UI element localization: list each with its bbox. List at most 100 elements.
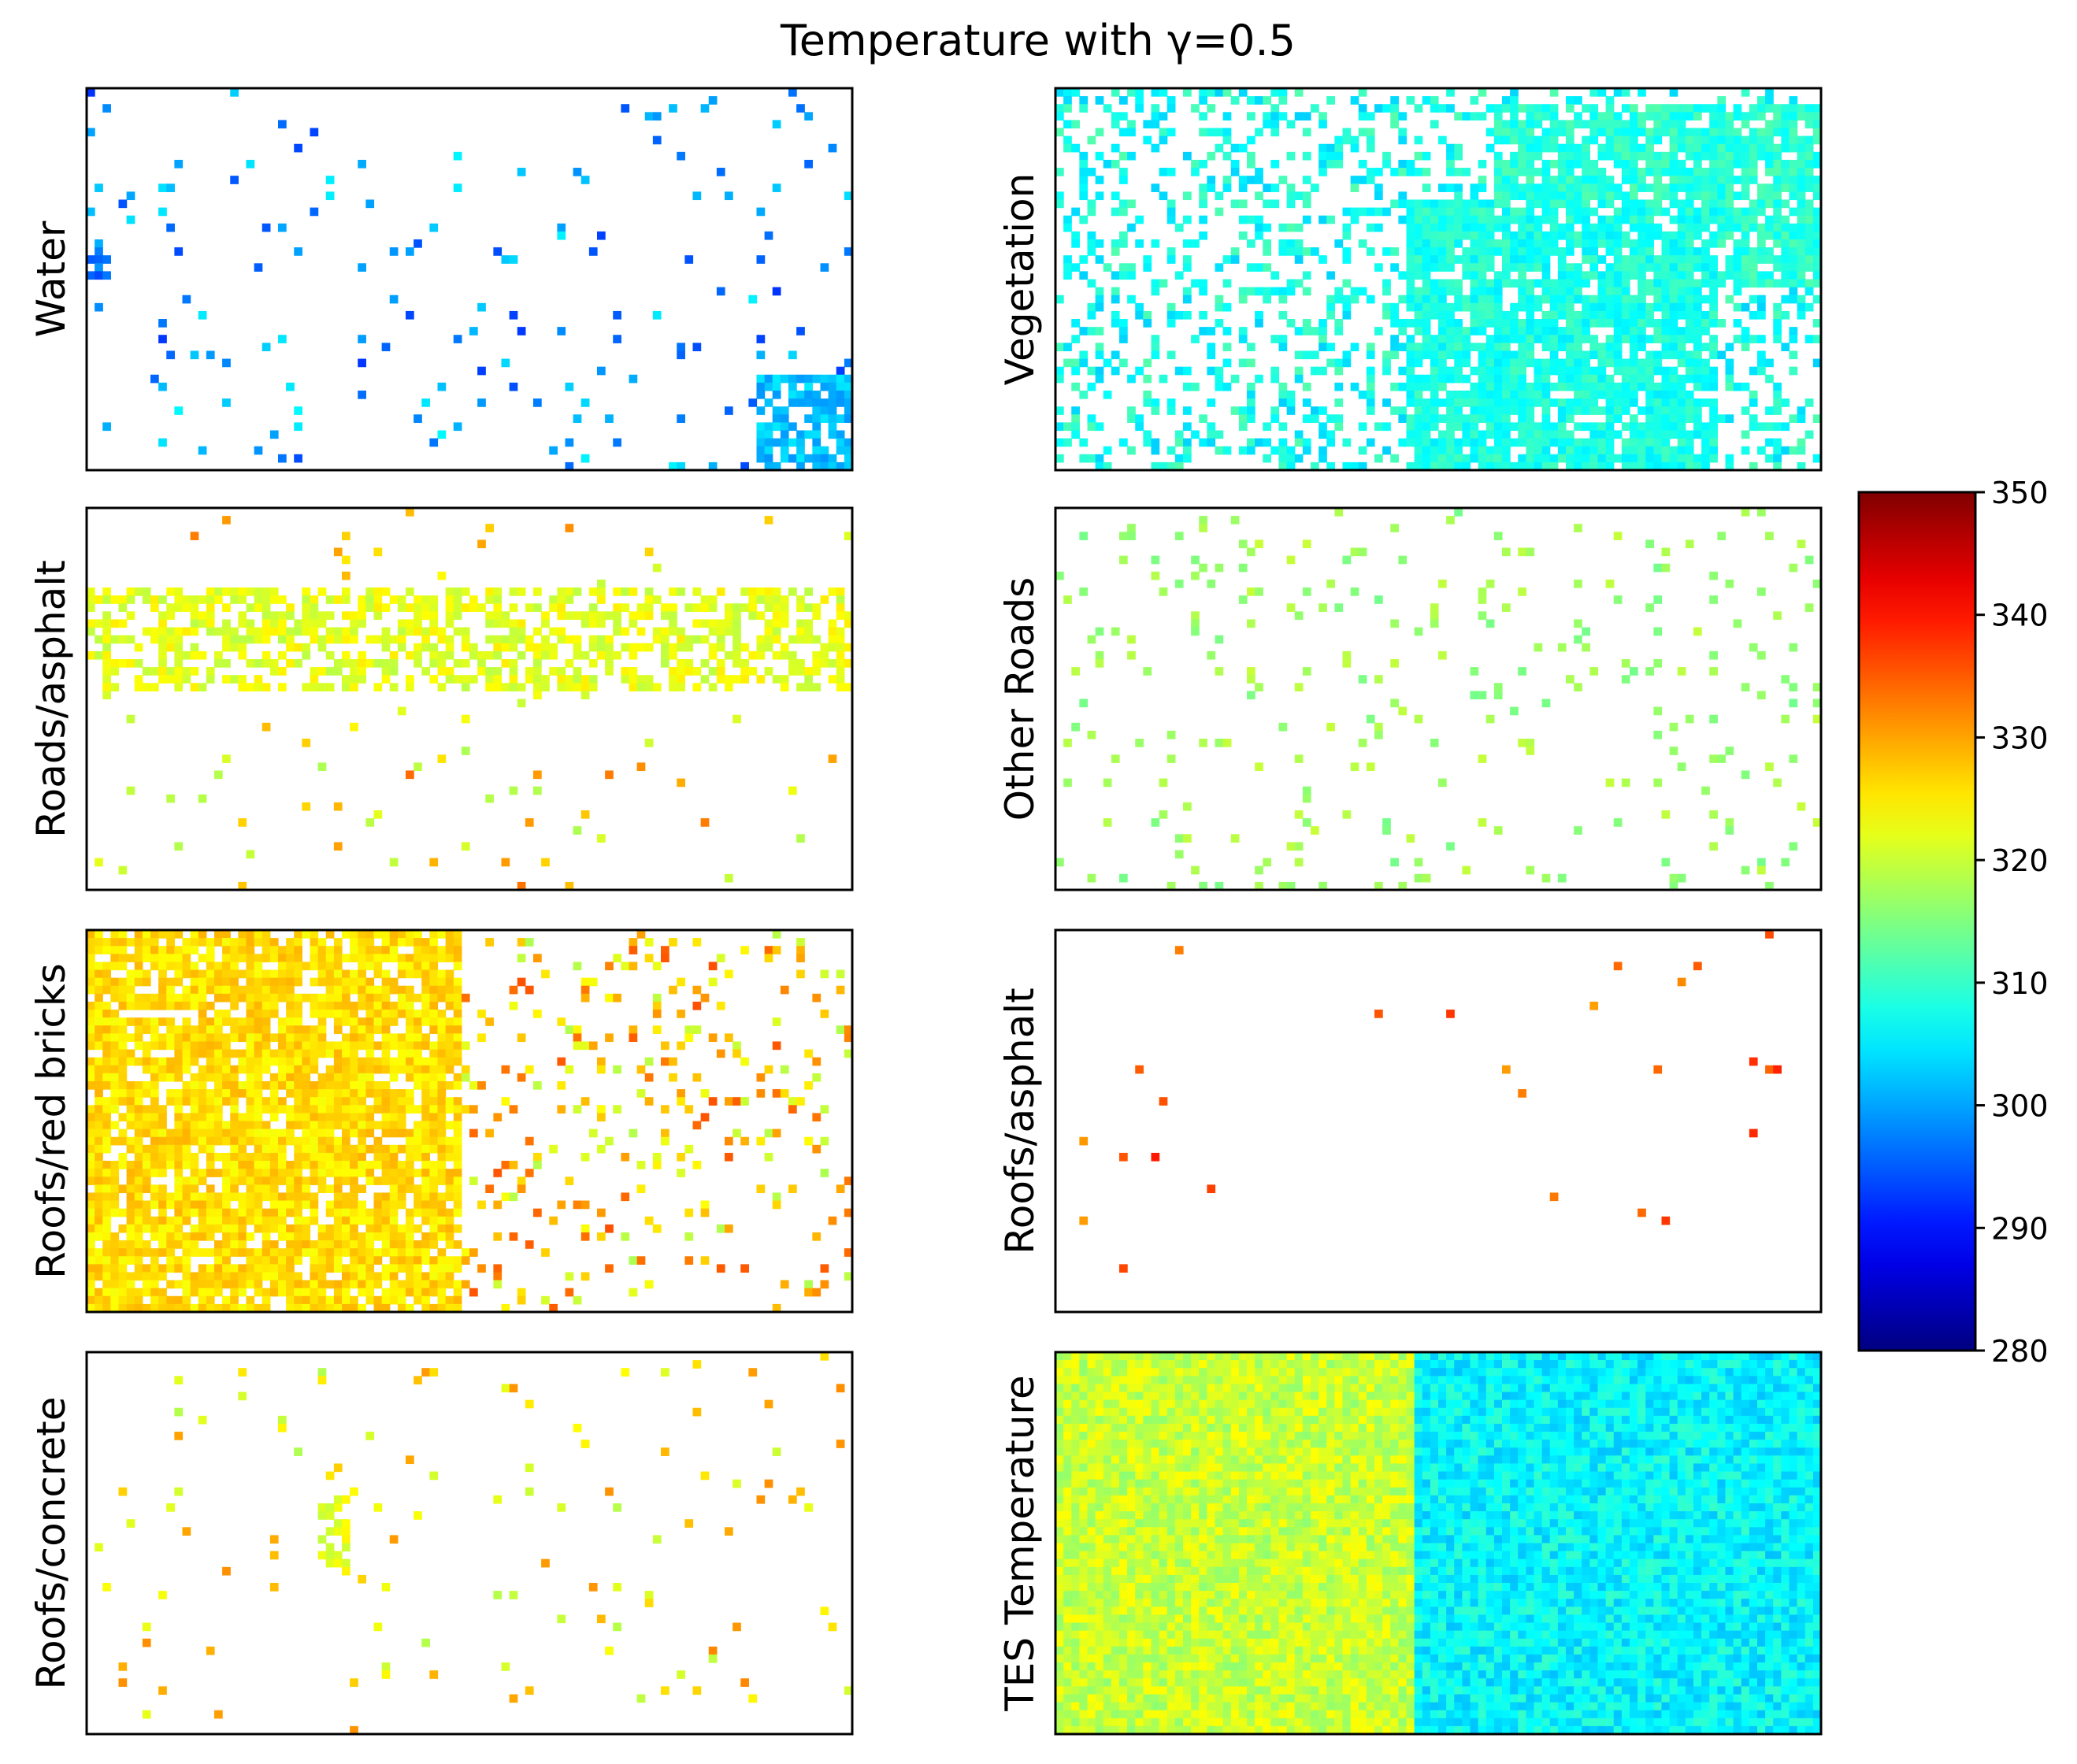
heatmap-cell [1485, 430, 1495, 439]
heatmap-cell [222, 398, 231, 407]
heatmap-cell [214, 977, 223, 987]
heatmap-cell [1493, 120, 1503, 129]
heatmap-cell [142, 1057, 151, 1066]
heatmap-cell [429, 658, 439, 668]
heatmap-cell [1406, 223, 1415, 232]
heatmap-cell [533, 683, 542, 691]
heatmap-cell [1605, 398, 1615, 407]
heatmap-cell [756, 438, 766, 447]
heatmap-cell [764, 595, 773, 604]
heatmap-cell [1263, 239, 1271, 248]
heatmap-cell [1342, 350, 1352, 360]
heatmap-cell [1422, 183, 1431, 192]
heatmap-cell [150, 1089, 159, 1098]
heatmap-cell [1478, 454, 1487, 463]
heatmap-cell [1733, 112, 1742, 121]
heatmap-cell [1398, 159, 1408, 169]
heatmap-cell [110, 1089, 120, 1098]
heatmap-cell [429, 1105, 439, 1114]
heatmap-cell [174, 650, 184, 660]
heatmap-cell [1630, 223, 1638, 232]
heatmap-cell [1621, 675, 1630, 684]
heatmap-cell [1605, 279, 1615, 288]
heatmap-cell [142, 1121, 151, 1130]
heatmap-cell [1135, 96, 1144, 105]
heatmap-cell [1526, 176, 1535, 184]
heatmap-cell [1773, 390, 1782, 399]
heatmap-cell [469, 327, 478, 335]
heatmap-cell [1414, 287, 1423, 296]
heatmap-cell [1071, 406, 1080, 415]
heatmap-cell [1087, 382, 1096, 391]
heatmap-cell [1438, 302, 1447, 312]
heatmap-cell [1693, 128, 1702, 137]
heatmap-cell [198, 794, 207, 803]
heatmap-cell [820, 969, 829, 979]
heatmap-cell [342, 611, 350, 621]
heatmap-cell [1630, 382, 1638, 391]
heatmap-cell [182, 1080, 191, 1090]
heatmap-cell [1406, 366, 1415, 376]
heatmap-cell [1677, 358, 1686, 368]
heatmap-cell [1390, 310, 1399, 320]
heatmap-cell [1709, 650, 1718, 660]
heatmap-cell [373, 930, 383, 939]
heatmap-cell [1653, 422, 1663, 432]
heatmap-cell [1493, 414, 1503, 423]
heatmap-cell [414, 414, 422, 423]
heatmap-cell [1215, 263, 1224, 272]
heatmap-cell [445, 635, 454, 644]
heatmap-cell [1709, 263, 1718, 272]
heatmap-cell [206, 938, 215, 947]
heatmap-cell [358, 159, 366, 169]
panel-background [1055, 508, 1821, 890]
heatmap-cell [190, 985, 199, 995]
heatmap-cell [1741, 271, 1750, 280]
heatmap-cell [1278, 438, 1288, 447]
heatmap-cell [381, 603, 391, 612]
heatmap-cell [1430, 104, 1439, 113]
heatmap-cell [365, 977, 375, 987]
heatmap-cell [1438, 310, 1447, 320]
heatmap-cell [365, 1089, 375, 1098]
heatmap-cell [677, 1089, 685, 1098]
heatmap-cell [342, 1113, 350, 1122]
heatmap-cell [1677, 239, 1686, 248]
heatmap-cell [414, 1121, 422, 1130]
heatmap-cell [246, 1017, 255, 1026]
heatmap-cell [358, 962, 366, 971]
heatmap-cell [294, 1033, 302, 1043]
heatmap-cell [1111, 239, 1120, 248]
heatmap-cell [1414, 461, 1423, 471]
heatmap-cell [1470, 667, 1479, 676]
heatmap-cell [269, 1097, 279, 1106]
heatmap-cell [1613, 151, 1623, 161]
heatmap-cell [1438, 374, 1447, 384]
heatmap-cell [134, 1001, 143, 1010]
heatmap-cell [844, 1025, 853, 1034]
heatmap-cell [725, 191, 733, 201]
heatmap-cell [1549, 343, 1559, 352]
heatmap-cell [325, 191, 335, 201]
heatmap-cell [1286, 120, 1296, 129]
heatmap-cell [1270, 183, 1280, 192]
heatmap-cell [278, 1136, 287, 1146]
heatmap-cell [1493, 430, 1503, 439]
heatmap-cell [1693, 183, 1702, 192]
heatmap-cell [302, 595, 311, 604]
heatmap-cell [1741, 406, 1750, 415]
heatmap-cell [1645, 239, 1654, 248]
heatmap-cell [437, 1089, 447, 1098]
heatmap-cell [1366, 176, 1375, 184]
heatmap-cell [1645, 390, 1654, 399]
heatmap-cell [214, 1136, 223, 1146]
heatmap-cell [1549, 430, 1559, 439]
heatmap-cell [804, 382, 813, 391]
heatmap-cell [1071, 366, 1080, 376]
heatmap-cell [1725, 159, 1734, 169]
heatmap-cell [1741, 382, 1750, 391]
heatmap-cell [373, 954, 383, 963]
heatmap-cell [812, 406, 822, 415]
heatmap-cell [1645, 667, 1654, 676]
heatmap-cell [1087, 199, 1096, 209]
